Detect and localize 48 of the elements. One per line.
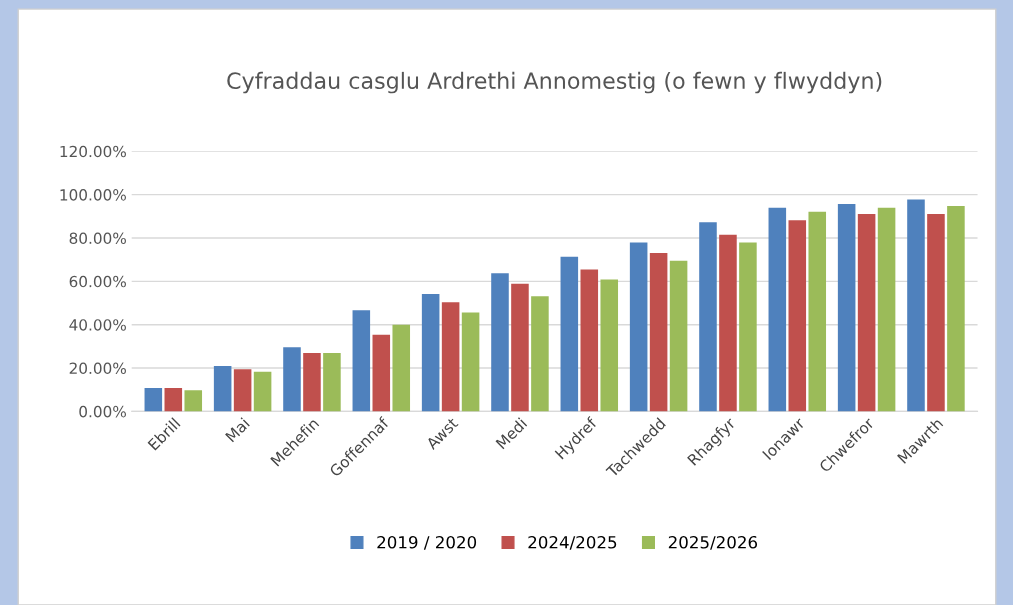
bar	[768, 207, 787, 412]
bar	[788, 220, 807, 412]
bar	[699, 222, 717, 412]
bar	[253, 371, 272, 412]
bar	[907, 199, 925, 412]
bar	[164, 387, 183, 412]
chart-title: Cyfraddau casglu Ardrethi Annomestig (o fewn y flwyddyn)	[227, 71, 882, 94]
bar	[511, 283, 529, 412]
bar	[352, 310, 371, 412]
legend-label: 2024/2025	[528, 535, 617, 550]
bar	[184, 390, 203, 412]
bar	[669, 260, 688, 412]
y-tick-label: 40.00%	[69, 319, 126, 331]
legend-label: 2025/2026	[668, 535, 758, 550]
bar	[808, 211, 827, 412]
bar	[441, 302, 460, 412]
x-tick-label: Mai	[224, 417, 250, 443]
bar	[461, 312, 480, 412]
bar	[531, 296, 549, 412]
bar	[649, 252, 668, 412]
bar	[372, 334, 391, 412]
y-tick-label: 120.00%	[60, 145, 126, 158]
bar	[421, 293, 440, 412]
bar	[213, 366, 232, 412]
bar	[303, 353, 321, 412]
bar	[947, 205, 965, 412]
y-tick-label: 60.00%	[69, 275, 126, 288]
bar	[877, 207, 896, 412]
bar	[323, 353, 341, 412]
bar	[144, 387, 163, 412]
bar	[580, 269, 599, 412]
y-tick-label: 80.00%	[69, 232, 126, 244]
bar	[233, 369, 252, 412]
bar	[837, 203, 856, 412]
bar	[560, 256, 579, 412]
bar	[491, 273, 509, 412]
bar	[927, 213, 945, 412]
legend-label: 2019 / 2020	[377, 535, 477, 550]
bar	[283, 347, 301, 412]
y-tick-label: 0.00%	[79, 405, 126, 418]
bar	[719, 234, 737, 412]
bar	[629, 242, 648, 412]
bar	[600, 279, 619, 412]
bar	[392, 324, 411, 412]
y-tick-label: 20.00%	[69, 362, 126, 375]
bar	[857, 213, 876, 412]
bar	[739, 242, 757, 412]
y-tick-label: 100.00%	[60, 189, 126, 201]
